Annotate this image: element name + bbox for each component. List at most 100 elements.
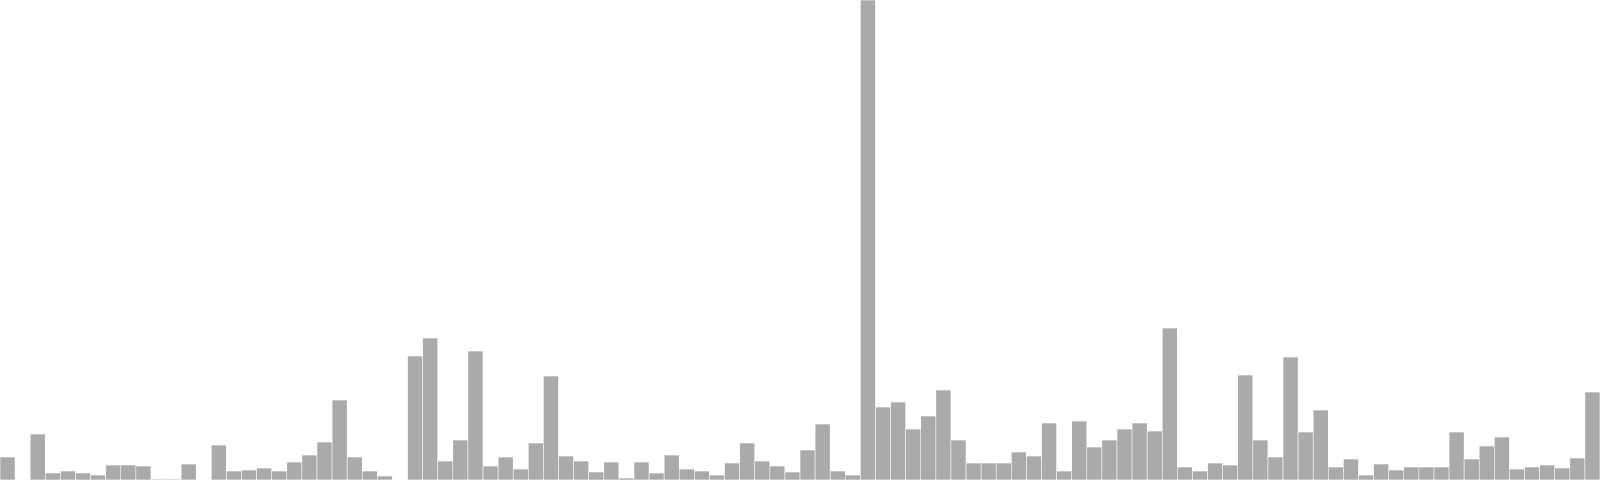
bar [1056,470,1072,480]
bar [663,454,680,480]
bar [120,464,137,480]
bar [1041,422,1057,480]
bar [678,468,695,480]
bar [29,433,46,480]
bar [573,460,589,480]
bar [724,462,740,480]
bar [603,461,620,480]
bar [497,456,514,480]
bar [558,455,574,480]
bar [135,465,152,480]
bar [739,442,756,480]
bar [980,462,997,480]
bar [1026,455,1042,480]
bar [1267,456,1284,480]
bar [452,439,469,480]
bar [950,439,967,480]
bar [875,406,891,480]
bar [407,355,423,480]
bar [301,454,318,480]
bar [543,375,559,480]
bar [1463,458,1480,480]
bar [1177,466,1193,480]
bar [1222,464,1239,480]
bar [1584,391,1600,480]
bar [935,389,952,480]
bar [1161,327,1178,480]
bar [1237,374,1254,480]
bar [75,472,91,480]
bar [1011,451,1027,480]
bar [754,460,771,480]
bar [1373,463,1389,480]
bar [1448,431,1465,480]
bar [361,470,378,480]
bar [1116,428,1133,480]
bar [211,444,227,480]
bar [1086,446,1103,480]
bar [1312,409,1329,480]
bar [1192,470,1208,480]
bar [1509,468,1525,480]
bar [905,428,922,480]
bar [1252,439,1269,480]
bar [1282,356,1299,480]
bar [422,337,439,480]
bar [467,350,484,480]
bar [180,463,197,480]
bar [1101,439,1118,480]
bar [829,470,846,480]
bar [1358,474,1374,480]
bar [1569,457,1586,480]
bar [1494,436,1510,480]
bar [286,461,303,480]
bar [1403,466,1420,480]
bar [105,464,122,480]
bar [44,472,61,480]
bar [241,469,257,480]
bar [527,442,544,480]
bar [256,467,272,480]
bar [1343,458,1359,480]
bar [1433,466,1450,480]
bar [512,468,529,480]
bar [377,475,393,480]
bar [694,470,710,480]
bar [709,474,725,480]
bar [965,462,982,480]
bar [1388,469,1405,480]
bar [1131,422,1148,480]
bar [437,460,454,480]
bar [648,472,665,480]
bar [920,415,937,480]
bar [1071,420,1088,480]
bar [226,470,242,480]
bar [995,462,1012,480]
bar [271,470,288,480]
bar [1554,467,1571,480]
bar [588,471,605,480]
bar [0,456,16,480]
bar [90,474,106,480]
bar [1539,464,1556,480]
bar [316,441,333,480]
bar [1478,445,1495,480]
bar [784,471,801,480]
bar [346,456,363,480]
bar [482,465,499,480]
bar [1297,431,1314,480]
bar [331,399,348,480]
bar [799,449,816,480]
bar [60,470,76,480]
bar [1207,462,1223,480]
bar [844,474,861,480]
bar [1146,430,1163,480]
bar [1418,466,1435,480]
bar [769,465,786,480]
bar [860,0,876,480]
bar [633,461,650,480]
bar [1524,466,1540,480]
bar [890,401,906,480]
